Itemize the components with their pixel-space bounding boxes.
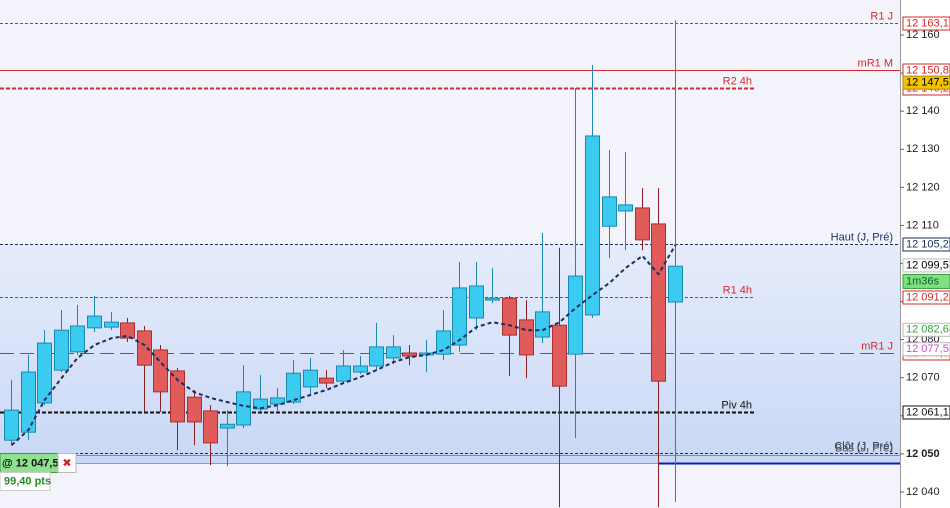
close-position-icon[interactable]: ✖ bbox=[62, 457, 71, 469]
level-name: Piv 4h bbox=[721, 399, 752, 411]
candle-body bbox=[452, 287, 467, 346]
candle-body bbox=[187, 396, 202, 423]
candle-body bbox=[402, 352, 417, 357]
level-name: Bas (J, Pré) bbox=[835, 442, 893, 454]
candle-body bbox=[618, 204, 633, 212]
pts-box bbox=[0, 472, 51, 491]
y-tick-label: 12 140 bbox=[906, 105, 940, 117]
level-name: R1 4h bbox=[723, 284, 752, 296]
level-name: mR1 M bbox=[858, 57, 893, 69]
candle-body bbox=[519, 319, 534, 356]
candle-body bbox=[535, 311, 550, 338]
candle-body bbox=[137, 330, 152, 366]
y-tick-label: 12 070 bbox=[906, 372, 940, 384]
level-name: R2 4h bbox=[723, 75, 752, 87]
y-tick-label: 12 130 bbox=[906, 143, 940, 155]
countdown-tag bbox=[902, 273, 950, 289]
level-name: mR1 J bbox=[861, 340, 893, 352]
candle-body bbox=[37, 342, 52, 404]
level-name: R1 J bbox=[870, 10, 893, 22]
candle-body bbox=[369, 346, 384, 367]
candle-body bbox=[319, 377, 334, 384]
candle-body bbox=[336, 365, 351, 382]
y-tick-label: 12 120 bbox=[906, 181, 940, 193]
candle-body bbox=[502, 297, 517, 336]
candle-body bbox=[668, 265, 683, 303]
y-tick-label: 12 050 bbox=[906, 448, 940, 460]
candle-body bbox=[120, 322, 135, 339]
level-tag bbox=[902, 237, 950, 252]
level-tag-label: 12 091,2 bbox=[906, 291, 949, 303]
candle-body bbox=[286, 372, 301, 403]
candle-body bbox=[54, 329, 69, 371]
candle-body bbox=[353, 365, 368, 373]
candle-body bbox=[270, 397, 285, 405]
candle-body bbox=[203, 410, 218, 444]
candle-body bbox=[635, 207, 650, 241]
close-position-button[interactable] bbox=[57, 453, 77, 473]
candle-body bbox=[153, 349, 168, 393]
level-name: Haut (J, Pré) bbox=[831, 231, 893, 243]
pts-label: 99,40 pts bbox=[4, 475, 51, 487]
y-tick-label: 12 110 bbox=[906, 219, 939, 231]
price-tag bbox=[902, 322, 950, 337]
candle-body bbox=[651, 223, 666, 382]
candle-body bbox=[303, 369, 318, 388]
level-tag-label: 12 061,1 bbox=[906, 406, 949, 418]
candle-body bbox=[4, 409, 19, 441]
price-tag bbox=[902, 258, 950, 273]
level-tag bbox=[902, 405, 950, 420]
price-tag-label: 12 099,5 bbox=[906, 259, 949, 271]
y-tick-label: 12 040 bbox=[906, 486, 940, 498]
candle-body bbox=[104, 321, 119, 328]
candle-body bbox=[236, 391, 251, 426]
candle-body bbox=[585, 135, 600, 316]
moving-average bbox=[10, 244, 677, 446]
level-name: Clôt (J, Pré) bbox=[834, 440, 893, 452]
candle-body bbox=[602, 196, 617, 227]
y-tick-label: 12 170 bbox=[906, 0, 940, 3]
candle-body bbox=[21, 371, 36, 433]
candle-body bbox=[87, 315, 102, 329]
level-tag bbox=[902, 290, 950, 305]
price-tag-label: 12 147,5 bbox=[906, 77, 949, 89]
candle-body bbox=[469, 285, 484, 319]
candle-body bbox=[568, 275, 583, 355]
price-tag-label: 12 077,5 bbox=[906, 343, 949, 355]
level-tag-label: 12 163,1 bbox=[906, 17, 949, 29]
candle-body bbox=[386, 346, 401, 359]
price-tag bbox=[902, 75, 950, 90]
candle-body bbox=[220, 423, 235, 429]
price-tag-label: 12 082,6 bbox=[906, 324, 949, 336]
level-tag bbox=[902, 16, 950, 31]
candle-body bbox=[70, 325, 85, 353]
candle-body bbox=[552, 324, 567, 387]
level-tag-label: 12 105,2 bbox=[906, 238, 949, 250]
level-tag-label: 12 150,8 bbox=[906, 64, 949, 76]
price-tag bbox=[902, 342, 950, 357]
candle-body bbox=[485, 297, 500, 301]
countdown-label: 1m36s bbox=[906, 275, 940, 287]
y-tick-label: 12 160 bbox=[906, 29, 940, 41]
candle-body bbox=[436, 330, 451, 355]
position-label: @ 12 047,5 bbox=[2, 457, 59, 469]
